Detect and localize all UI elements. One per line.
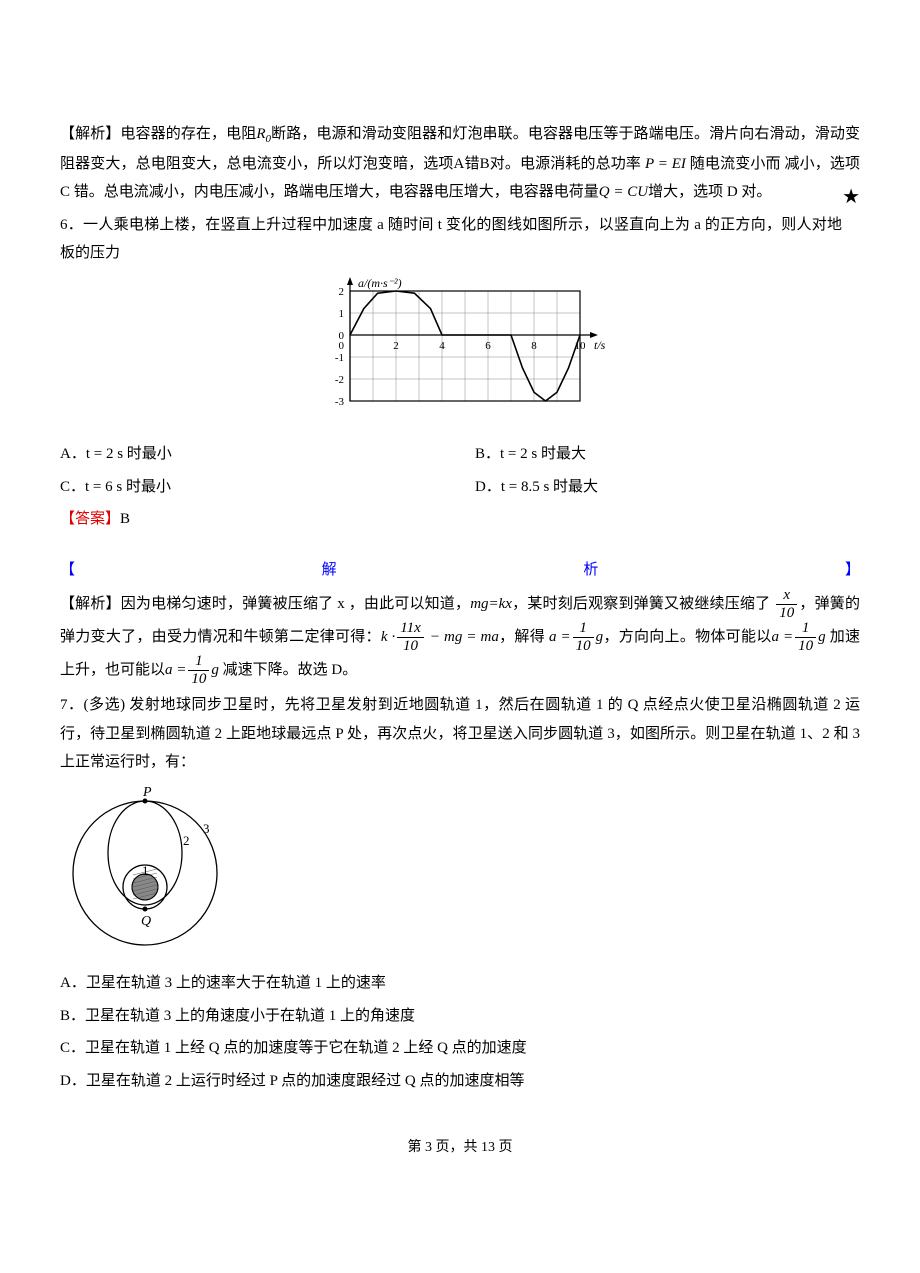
option-d: D．t = 8.5 s 时最大	[445, 473, 860, 502]
q7-option-b: B．卫星在轨道 3 上的角速度小于在轨道 1 上的角速度	[60, 1002, 860, 1031]
svg-text:6: 6	[485, 340, 491, 352]
option-a: A．t = 2 s 时最小	[60, 440, 445, 469]
q6-options-row1: A．t = 2 s 时最小 B．t = 2 s 时最大	[60, 440, 860, 469]
q7-number: 7．	[60, 697, 84, 713]
svg-text:3: 3	[203, 821, 210, 836]
jie: 解	[322, 556, 337, 585]
q7-text: 发射地球同步卫星时，先将卫星发射到近地圆轨道 1，然后在圆轨道 1 的 Q 点经…	[60, 697, 860, 770]
answer-value: B	[120, 511, 130, 527]
fraction: 110	[795, 621, 816, 654]
eq: k ·	[381, 629, 395, 645]
p-eq: P = EI	[645, 156, 686, 172]
text: 电容器的存在，电阻	[120, 126, 256, 142]
q6-chart: 210-1-2-32468100a/(m·s⁻²)t/s	[60, 276, 860, 437]
analysis-label: 【解析】	[60, 596, 121, 612]
svg-text:2: 2	[183, 833, 190, 848]
q7-diagram: P Q 1 23	[60, 783, 860, 964]
svg-text:t/s: t/s	[594, 338, 606, 352]
q6-stem: 6．一人乘电梯上楼，在竖直上升过程中加速度 a 随时间 t 变化的图线如图所示，…	[60, 211, 860, 268]
analysis-label: 【解析】	[60, 126, 120, 142]
svg-text:1: 1	[339, 308, 345, 320]
star-icon: ★	[842, 178, 860, 216]
bracket-right: 】	[845, 556, 860, 585]
q7-stem: 7．(多选) 发射地球同步卫星时，先将卫星发射到近地圆轨道 1，然后在圆轨道 1…	[60, 691, 860, 777]
svg-text:-1: -1	[335, 352, 344, 364]
eq: − mg = ma	[426, 629, 499, 645]
q7-option-d: D．卫星在轨道 2 上运行时经过 P 点的加速度跟经过 Q 点的加速度相等	[60, 1067, 860, 1096]
text: ，解得	[499, 629, 545, 645]
svg-text:2: 2	[393, 340, 399, 352]
option-b: B．t = 2 s 时最大	[445, 440, 860, 469]
fraction: 110	[573, 621, 594, 654]
svg-text:2: 2	[339, 286, 345, 298]
bracket-left: 【	[60, 556, 75, 585]
q7-option-c: C．卫星在轨道 1 上经 Q 点的加速度等于它在轨道 2 上经 Q 点的加速度	[60, 1034, 860, 1063]
svg-text:P: P	[142, 785, 152, 800]
q6-number: 6．	[60, 217, 83, 233]
q7-tag: (多选)	[84, 697, 126, 713]
text: 减速下降。故选 D。	[219, 662, 357, 678]
q6-options-row2: C．t = 6 s 时最小 D．t = 8.5 s 时最大	[60, 473, 860, 502]
eq: a =	[772, 629, 794, 645]
svg-text:4: 4	[439, 340, 445, 352]
q6-analysis: 【解析】因为电梯匀速时，弹簧被压缩了 x ，由此可以知道，mg=kx，某时刻后观…	[60, 588, 860, 687]
svg-text:1: 1	[142, 863, 149, 878]
svg-text:8: 8	[531, 340, 537, 352]
eq: g	[211, 662, 219, 678]
answer-label: 【答案】	[60, 511, 120, 527]
orbit-diagram: P Q 1 23	[60, 783, 230, 953]
fraction: x10	[776, 588, 797, 621]
option-c: C．t = 6 s 时最小	[60, 473, 445, 502]
fraction: 11x10	[397, 621, 424, 654]
q-eq: Q = CU	[599, 184, 648, 200]
r0: R0	[256, 126, 271, 142]
spacer	[60, 538, 860, 556]
xi: 析	[583, 556, 598, 585]
text: ，某时刻后观察到弹簧又被继续压缩了	[512, 596, 770, 612]
eq: g	[818, 629, 826, 645]
q5-analysis: 【解析】电容器的存在，电阻R0断路，电源和滑动变阻器和灯泡串联。电容器电压等于路…	[60, 120, 860, 207]
svg-text:-2: -2	[335, 374, 344, 386]
eq: a =	[165, 662, 186, 678]
page-footer: 第 3 页，共 13 页	[60, 1135, 860, 1162]
text: 因为电梯匀速时，弹簧被压缩了 x ，由此可以知道，	[121, 596, 470, 612]
q6-answer: 【答案】B	[60, 505, 860, 534]
q7-option-a: A．卫星在轨道 3 上的速率大于在轨道 1 上的速率	[60, 969, 860, 998]
fraction: 110	[188, 654, 209, 687]
svg-text:-3: -3	[335, 396, 345, 408]
text: 增大，选项 D 对。	[648, 184, 771, 200]
analysis-header: 【 解 析 】	[60, 556, 860, 585]
svg-text:Q: Q	[141, 914, 151, 929]
q6-text: 一人乘电梯上楼，在竖直上升过程中加速度 a 随时间 t 变化的图线如图所示，以竖…	[60, 217, 842, 262]
svg-text:0: 0	[339, 340, 345, 352]
eq: mg=kx	[470, 596, 512, 612]
eq: a =	[549, 629, 571, 645]
acceleration-chart: 210-1-2-32468100a/(m·s⁻²)t/s	[310, 276, 610, 426]
svg-text:a/(m·s⁻²): a/(m·s⁻²)	[358, 276, 402, 290]
text: ，方向向上。物体可能以	[603, 629, 771, 645]
